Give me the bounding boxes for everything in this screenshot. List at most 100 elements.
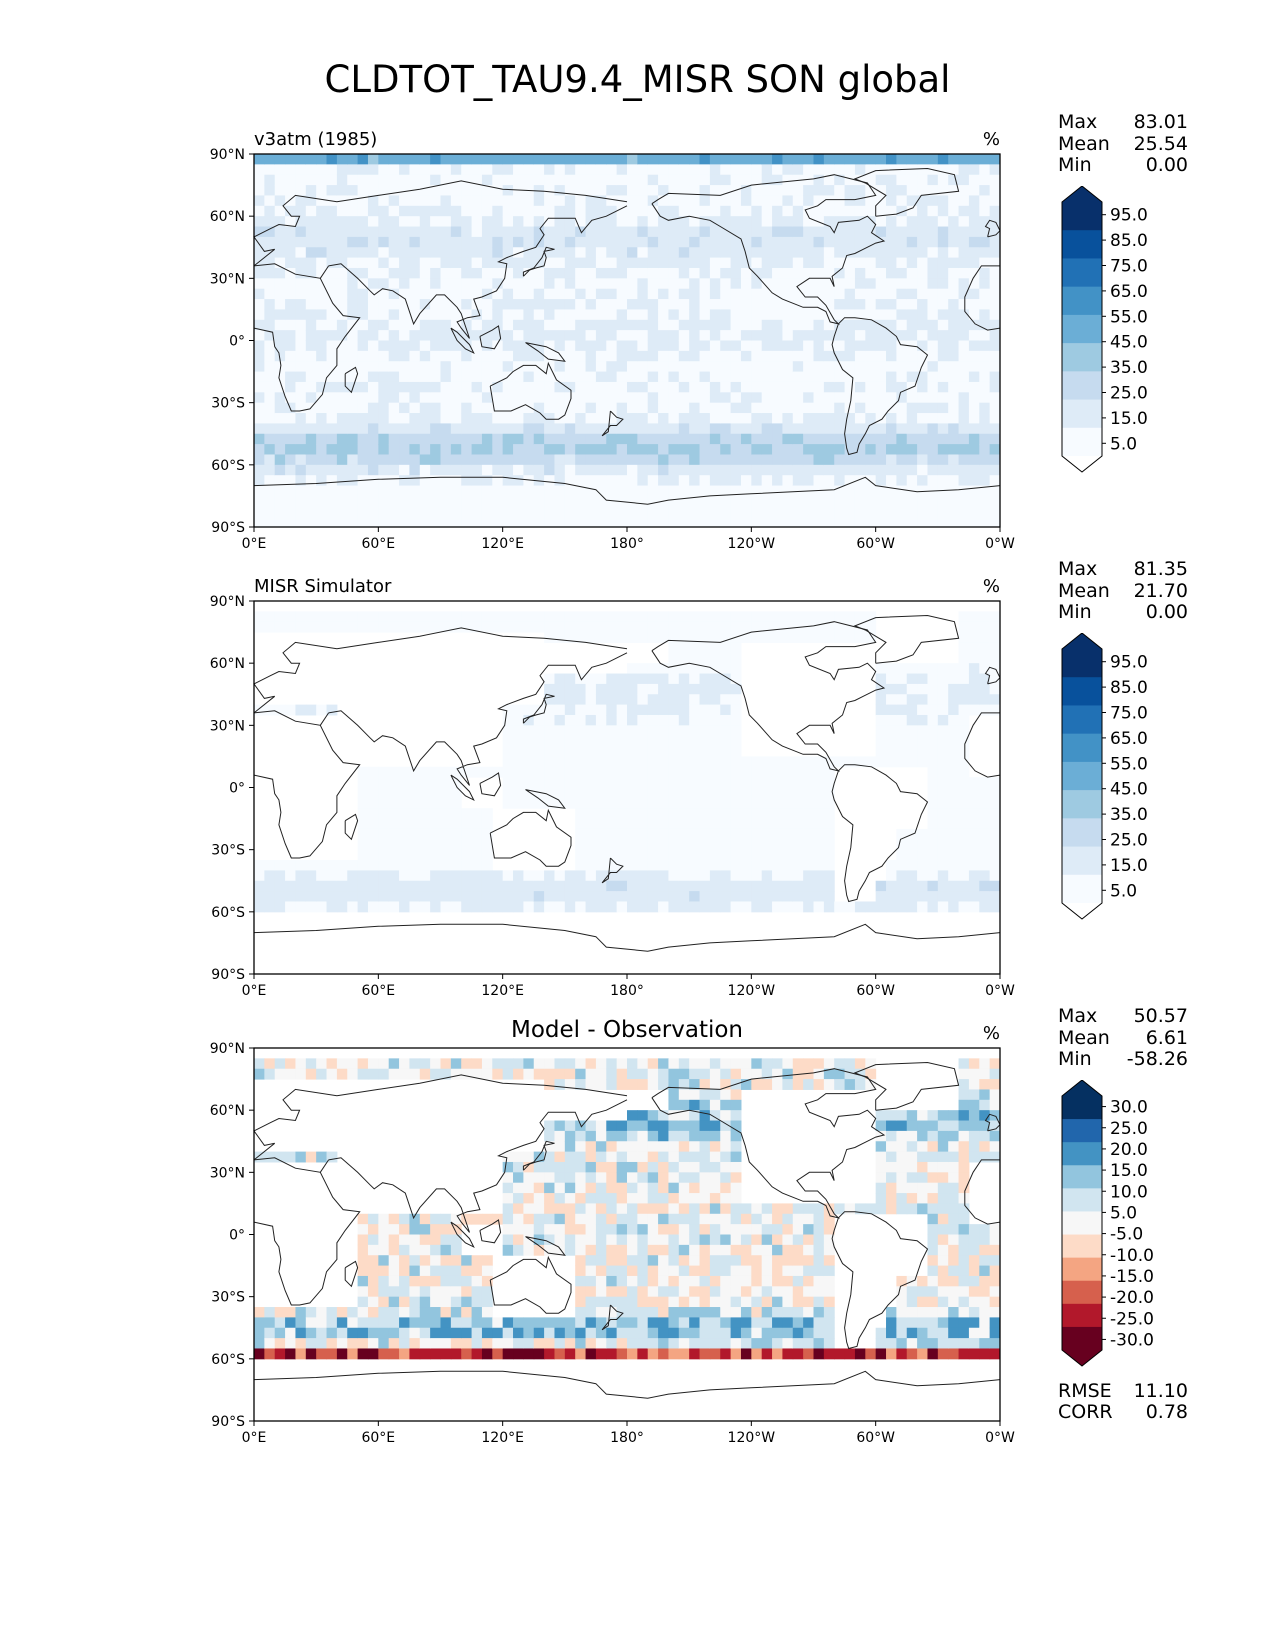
- field-cell: [378, 361, 390, 373]
- field-cell: [730, 1172, 742, 1184]
- field-cell: [720, 216, 732, 228]
- field-cell: [627, 495, 638, 507]
- field-cell: [740, 299, 752, 310]
- field-cell: [595, 714, 607, 726]
- field-cell: [544, 777, 555, 788]
- field-cell: [430, 205, 441, 217]
- field-cell: [979, 642, 991, 654]
- field-cell: [627, 299, 638, 310]
- field-cell: [937, 236, 949, 248]
- field-cell: [430, 808, 441, 820]
- field-cell: [419, 1058, 431, 1070]
- field-cell: [751, 475, 763, 487]
- field-cell: [523, 746, 535, 757]
- field-cell: [450, 195, 462, 207]
- field-cell: [388, 860, 400, 871]
- field-cell: [948, 402, 960, 414]
- field-cell: [751, 797, 763, 809]
- field-cell: [627, 236, 638, 248]
- field-cell: [347, 413, 359, 424]
- field-cell: [367, 1338, 379, 1349]
- field-cell: [979, 185, 991, 196]
- field-cell: [709, 725, 721, 737]
- field-cell: [533, 1161, 545, 1173]
- field-cell: [637, 381, 649, 393]
- field-cell: [627, 278, 638, 290]
- field-cell: [699, 797, 711, 809]
- field-cell: [751, 1307, 763, 1318]
- field-cell: [927, 735, 939, 747]
- field-cell: [627, 1317, 638, 1329]
- field-cell: [544, 247, 555, 259]
- field-cell: [544, 371, 555, 383]
- field-cell: [295, 267, 307, 279]
- colorbar-swatch: [1062, 202, 1102, 231]
- field-cell: [813, 361, 825, 373]
- field-cell: [647, 495, 659, 507]
- colorbar-swatch: [1062, 230, 1102, 259]
- field-cell: [958, 495, 970, 507]
- field-cell: [285, 880, 296, 892]
- field-cell: [834, 278, 846, 290]
- field-cell: [886, 319, 897, 331]
- field-cell: [751, 195, 763, 207]
- field-cell: [461, 1307, 473, 1318]
- field-cell: [595, 891, 607, 902]
- field-cell: [761, 319, 773, 331]
- field-cell: [834, 632, 846, 643]
- field-cell: [906, 278, 918, 290]
- field-cell: [419, 818, 431, 830]
- field-cell: [647, 901, 659, 913]
- field-cell: [492, 330, 504, 341]
- field-cell: [782, 185, 794, 196]
- field-cell: [430, 1327, 441, 1339]
- field-cell: [761, 278, 773, 290]
- field-cell: [430, 766, 441, 778]
- field-cell: [647, 1058, 659, 1070]
- field-cell: [409, 1296, 421, 1308]
- field-cell: [419, 1234, 431, 1246]
- field-cell: [274, 1348, 286, 1360]
- field-cell: [834, 247, 846, 259]
- field-cell: [979, 205, 991, 217]
- field-cell: [803, 444, 814, 455]
- field-cell: [254, 1068, 265, 1080]
- field-cell: [627, 828, 638, 840]
- field-cell: [326, 1058, 338, 1070]
- field-cell: [803, 495, 814, 507]
- field-cell: [647, 278, 659, 290]
- field-cell: [709, 402, 721, 414]
- field-cell: [730, 267, 742, 279]
- field-cell: [927, 402, 939, 414]
- field-cell: [326, 350, 338, 362]
- field-cell: [492, 226, 504, 238]
- field-cell: [813, 797, 825, 809]
- field-cell: [989, 433, 1001, 445]
- field-cell: [616, 299, 628, 310]
- field-cell: [295, 901, 307, 913]
- field-cell: [709, 891, 721, 902]
- field-cell: [813, 278, 825, 290]
- field-cell: [917, 226, 928, 238]
- field-cell: [502, 797, 514, 809]
- field-cell: [782, 340, 794, 352]
- field-cell: [606, 516, 618, 528]
- field-cell: [595, 1120, 607, 1132]
- field-cell: [388, 1286, 400, 1298]
- field-cell: [471, 1348, 483, 1360]
- field-cell: [440, 621, 452, 633]
- field-cell: [927, 381, 939, 393]
- field-cell: [989, 299, 1001, 310]
- field-cell: [699, 663, 711, 675]
- field-cell: [316, 371, 328, 383]
- field-cell: [595, 880, 607, 892]
- field-cell: [730, 1141, 742, 1153]
- field-cell: [792, 340, 804, 352]
- field-cell: [367, 1213, 379, 1225]
- field-cell: [740, 330, 752, 341]
- field-cell: [430, 839, 441, 851]
- field-cell: [906, 154, 918, 165]
- field-cell: [616, 257, 628, 269]
- field-cell: [658, 319, 669, 331]
- field-cell: [533, 485, 545, 497]
